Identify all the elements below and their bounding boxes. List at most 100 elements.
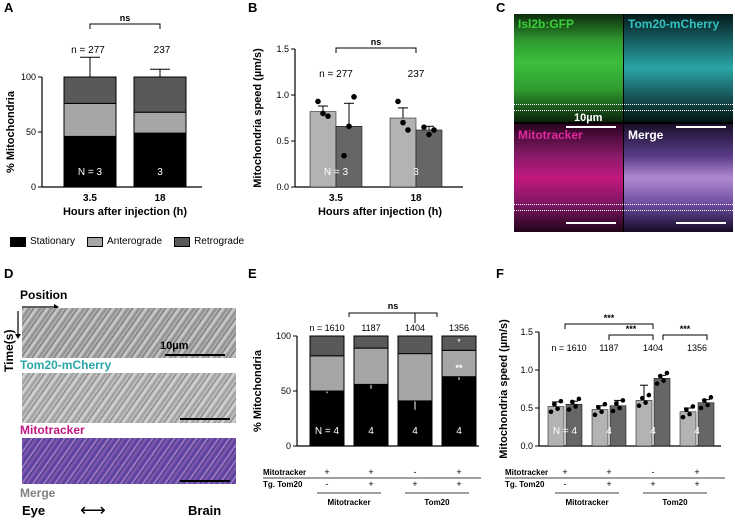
dotted-line-bottom-2 — [514, 210, 733, 211]
dotted-line-top-1 — [514, 104, 733, 105]
chart-f: 0.0 0.5 1.0 1.5 Mitochondria speed (µm/s) N =… — [498, 313, 725, 507]
y-axis-label: % Mitochondria — [252, 349, 264, 432]
sig-mark: * — [457, 337, 461, 347]
scale-label-c: 10µm — [574, 112, 603, 124]
bar-anterograde — [353, 347, 389, 385]
data-point — [708, 395, 714, 400]
data-point — [687, 411, 692, 417]
data-point — [395, 98, 401, 105]
scale-bar-d1 — [165, 354, 225, 356]
legend-a: Stationary Anterograde Retrograde — [10, 236, 244, 247]
panel-label-e: E — [248, 266, 257, 281]
bar-retrograde — [415, 129, 443, 188]
data-point — [320, 110, 326, 117]
chart-b: 0.0 0.5 1.0 1.5 Mitochondria speed (µm/s) 3.5… — [252, 37, 463, 218]
arrow-time-icon — [15, 311, 21, 339]
sig-bracket-1 — [564, 323, 654, 329]
chart-a: 0 50 100 % Mitochondria 3.5 N = 3 n = 277 18 3 23… — [5, 13, 202, 218]
legend-item-stationary: Stationary — [10, 236, 75, 247]
data-point — [661, 378, 666, 383]
chart-e: 0 50 100 % Mitochondria N = 4 n = 1610 4 1187 4 1… — [252, 301, 481, 507]
row-label-tom20: Tg. Tom20 — [263, 480, 303, 489]
y-tick-label: 1.0 — [276, 90, 289, 100]
panel-label-c: C — [496, 0, 506, 15]
y-tick-label: 0.5 — [520, 403, 533, 413]
data-point — [614, 401, 619, 406]
data-point — [341, 152, 347, 159]
x-tick-label: 3.5 — [83, 193, 97, 204]
scale-bar-c4 — [676, 222, 726, 224]
data-point — [570, 399, 575, 405]
row-value-mitotracker: + — [456, 467, 461, 477]
N-label: 4 — [606, 426, 612, 437]
label-position: Position — [20, 288, 68, 302]
n-label: n = 1610 — [309, 323, 344, 333]
n-label: 1187 — [361, 323, 380, 333]
bar-retrograde — [353, 335, 389, 349]
data-point — [658, 373, 663, 379]
y-tick-label: 50 — [26, 127, 36, 137]
data-point — [646, 392, 652, 398]
data-point — [555, 406, 560, 412]
N-label: 3 — [413, 167, 419, 178]
row-value-mitotracker: + — [606, 467, 611, 477]
bar-anterograde — [63, 102, 117, 137]
scale-label-d: 10µm — [160, 340, 189, 352]
data-point — [599, 409, 604, 415]
data-point — [576, 396, 582, 402]
label-mitotracker-d: Mitotracker — [20, 423, 85, 437]
row-label-tom20: Tg. Tom20 — [505, 480, 545, 489]
n-label: 237 — [408, 69, 425, 80]
sig-bracket-label: ns — [120, 13, 131, 23]
sig-bracket-3-label: *** — [680, 324, 691, 334]
N-label: 4 — [456, 426, 462, 437]
row-value-tom20: + — [606, 479, 611, 489]
sig-bracket-1-label: *** — [604, 313, 615, 323]
row-value-mitotracker: + — [694, 467, 699, 477]
bar-anterograde — [133, 111, 187, 134]
bar-retrograde — [441, 335, 477, 351]
data-point — [596, 404, 601, 410]
panel-label-f: F — [496, 266, 504, 281]
y-tick-label: 100 — [21, 72, 36, 82]
N-label: N = 3 — [324, 167, 349, 178]
row-value-tom20: + — [368, 479, 373, 489]
data-point — [573, 404, 578, 409]
row-label-mitotracker: Mitotracker — [263, 468, 306, 477]
data-point — [346, 123, 352, 130]
sig-stars: ** — [455, 363, 463, 373]
N-label: N = 4 — [315, 426, 340, 437]
bar-retrograde — [397, 335, 433, 355]
y-tick-label: 0.0 — [276, 182, 289, 192]
image-merge — [624, 124, 733, 232]
data-point — [592, 412, 598, 418]
n-label: 1356 — [687, 343, 707, 353]
bar-anterograde — [441, 349, 477, 378]
data-point — [431, 127, 437, 133]
data-point — [702, 398, 707, 403]
legend-label-anterograde: Anterograde — [107, 236, 163, 247]
data-point — [698, 405, 704, 411]
swatch-anterograde — [87, 236, 104, 247]
legend-label-retrograde: Retrograde — [194, 236, 245, 247]
data-point — [400, 119, 406, 126]
data-point — [684, 407, 689, 412]
legend-item-anterograde: Anterograde — [87, 236, 162, 247]
n-label: n = 1610 — [551, 343, 586, 353]
group-label-tom20: Tom20 — [662, 498, 688, 507]
dotted-line-bottom-1 — [514, 204, 733, 205]
sig-bracket — [348, 312, 438, 317]
label-tom20-c: Tom20-mCherry — [628, 17, 720, 31]
N-label: 4 — [650, 426, 656, 437]
bar-anterograde — [397, 353, 433, 402]
bar-retrograde — [63, 76, 117, 104]
x-tick-label: 18 — [410, 193, 422, 204]
bar-stationary — [63, 135, 117, 188]
bar-stationary — [309, 390, 345, 447]
data-point — [602, 401, 608, 407]
scale-bar-c1 — [566, 126, 616, 128]
bar-retrograde — [565, 403, 583, 447]
y-axis-label: % Mitochondria — [5, 90, 17, 173]
label-brain: Brain — [188, 503, 222, 518]
sig-bracket-label: ns — [371, 37, 382, 47]
